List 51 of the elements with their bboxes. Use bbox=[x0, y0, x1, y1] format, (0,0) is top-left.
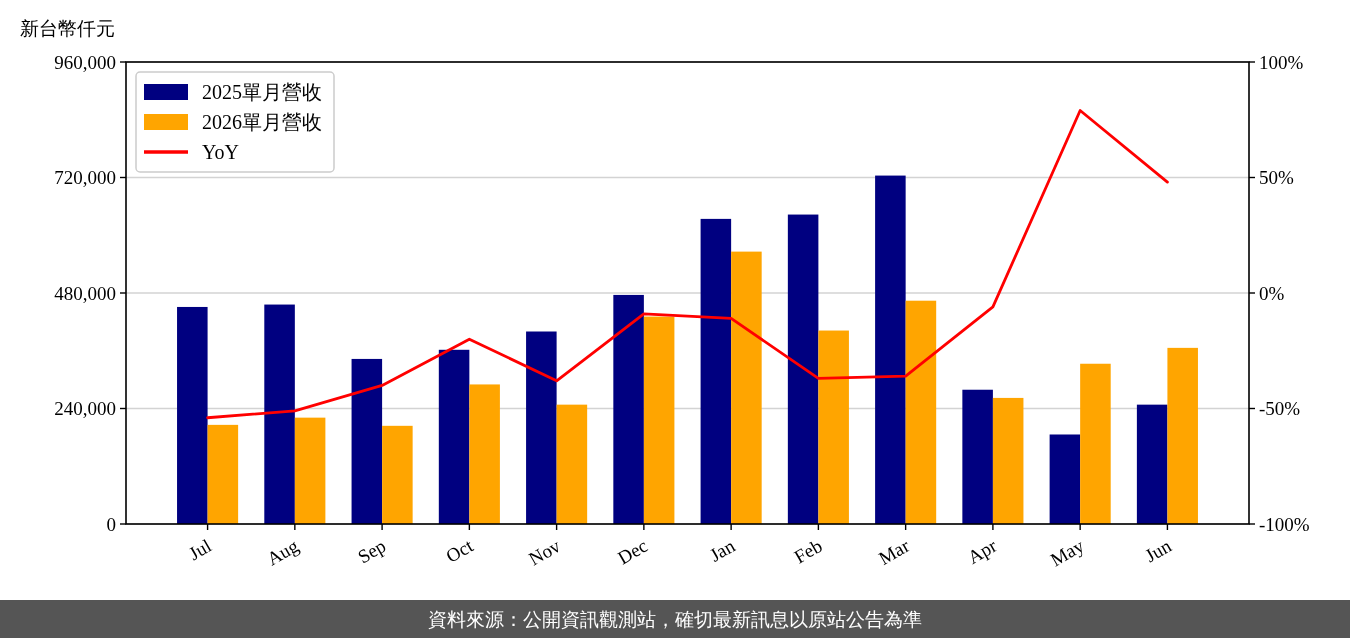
x-tick-label: Feb bbox=[790, 534, 826, 568]
bar bbox=[818, 330, 849, 524]
x-tick-label: Aug bbox=[263, 534, 303, 570]
x-tick-label: Jan bbox=[705, 534, 739, 566]
bar bbox=[1136, 404, 1168, 524]
x-tick-label: Apr bbox=[964, 534, 1001, 568]
x-tick-label: Dec bbox=[614, 534, 652, 569]
bar bbox=[382, 425, 413, 524]
bar bbox=[177, 306, 208, 524]
x-tick-label: Jun bbox=[1141, 534, 1176, 567]
source-note: 資料來源：公開資訊觀測站，確切最新訊息以原站公告為準 bbox=[428, 608, 922, 630]
x-tick-label: Sep bbox=[354, 534, 390, 568]
bar bbox=[556, 404, 588, 524]
x-tick-label: Mar bbox=[874, 534, 914, 569]
bar bbox=[1080, 363, 1111, 524]
legend-label: 2026單月營收 bbox=[202, 111, 322, 133]
bar bbox=[526, 331, 557, 524]
bar bbox=[294, 417, 326, 524]
x-tick-label: Nov bbox=[525, 534, 565, 570]
y2-tick-label: 50% bbox=[1259, 167, 1294, 188]
bar bbox=[613, 294, 644, 524]
bar bbox=[1167, 347, 1198, 524]
x-tick-label: May bbox=[1046, 534, 1088, 571]
bar bbox=[787, 214, 819, 524]
bar bbox=[351, 358, 383, 524]
y2-tick-label: 0% bbox=[1259, 282, 1285, 304]
bar bbox=[469, 384, 500, 524]
y2-tick-label: 100% bbox=[1259, 51, 1304, 73]
y-tick-label: 960,000 bbox=[54, 51, 116, 73]
y-tick-label: 480,000 bbox=[54, 282, 116, 304]
y-tick-label: 720,000 bbox=[54, 167, 116, 188]
bar bbox=[207, 424, 239, 524]
x-tick-label: Oct bbox=[442, 534, 478, 567]
legend-label: YoY bbox=[202, 141, 239, 163]
y-tick-label: 240,000 bbox=[54, 398, 116, 419]
y2-tick-label: -100% bbox=[1259, 513, 1310, 535]
bar bbox=[905, 300, 937, 524]
bar bbox=[875, 175, 906, 524]
bar bbox=[962, 389, 993, 524]
y-tick-label: 0 bbox=[106, 513, 116, 535]
bar bbox=[1049, 434, 1081, 524]
bar bbox=[700, 218, 732, 524]
legend-label: 2025單月營收 bbox=[202, 81, 322, 103]
bar bbox=[264, 304, 295, 524]
bar bbox=[438, 349, 470, 524]
bar bbox=[992, 397, 1024, 524]
y-axis-title: 新台幣仟元 bbox=[20, 17, 115, 39]
y2-tick-label: -50% bbox=[1259, 398, 1301, 419]
bar bbox=[731, 251, 762, 524]
bar bbox=[643, 316, 675, 524]
x-tick-label: Jul bbox=[185, 534, 215, 565]
